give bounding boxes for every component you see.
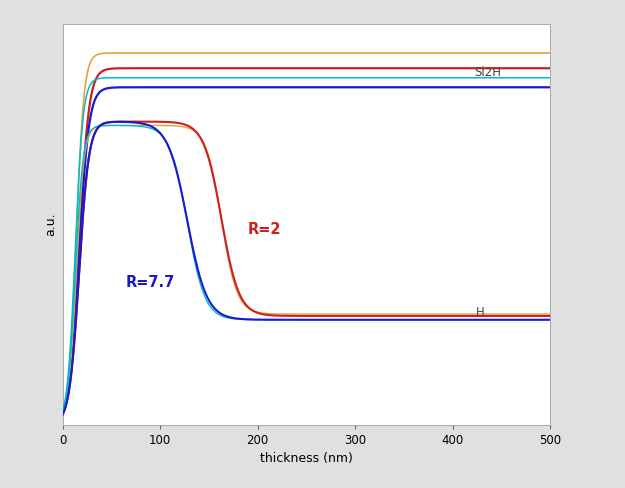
Y-axis label: a.u.: a.u. xyxy=(44,213,57,236)
Text: R=7.7: R=7.7 xyxy=(126,275,175,290)
Text: H: H xyxy=(476,306,484,319)
Text: R=2: R=2 xyxy=(248,222,281,237)
X-axis label: thickness (nm): thickness (nm) xyxy=(260,452,352,465)
Text: Si2H: Si2H xyxy=(474,66,501,79)
